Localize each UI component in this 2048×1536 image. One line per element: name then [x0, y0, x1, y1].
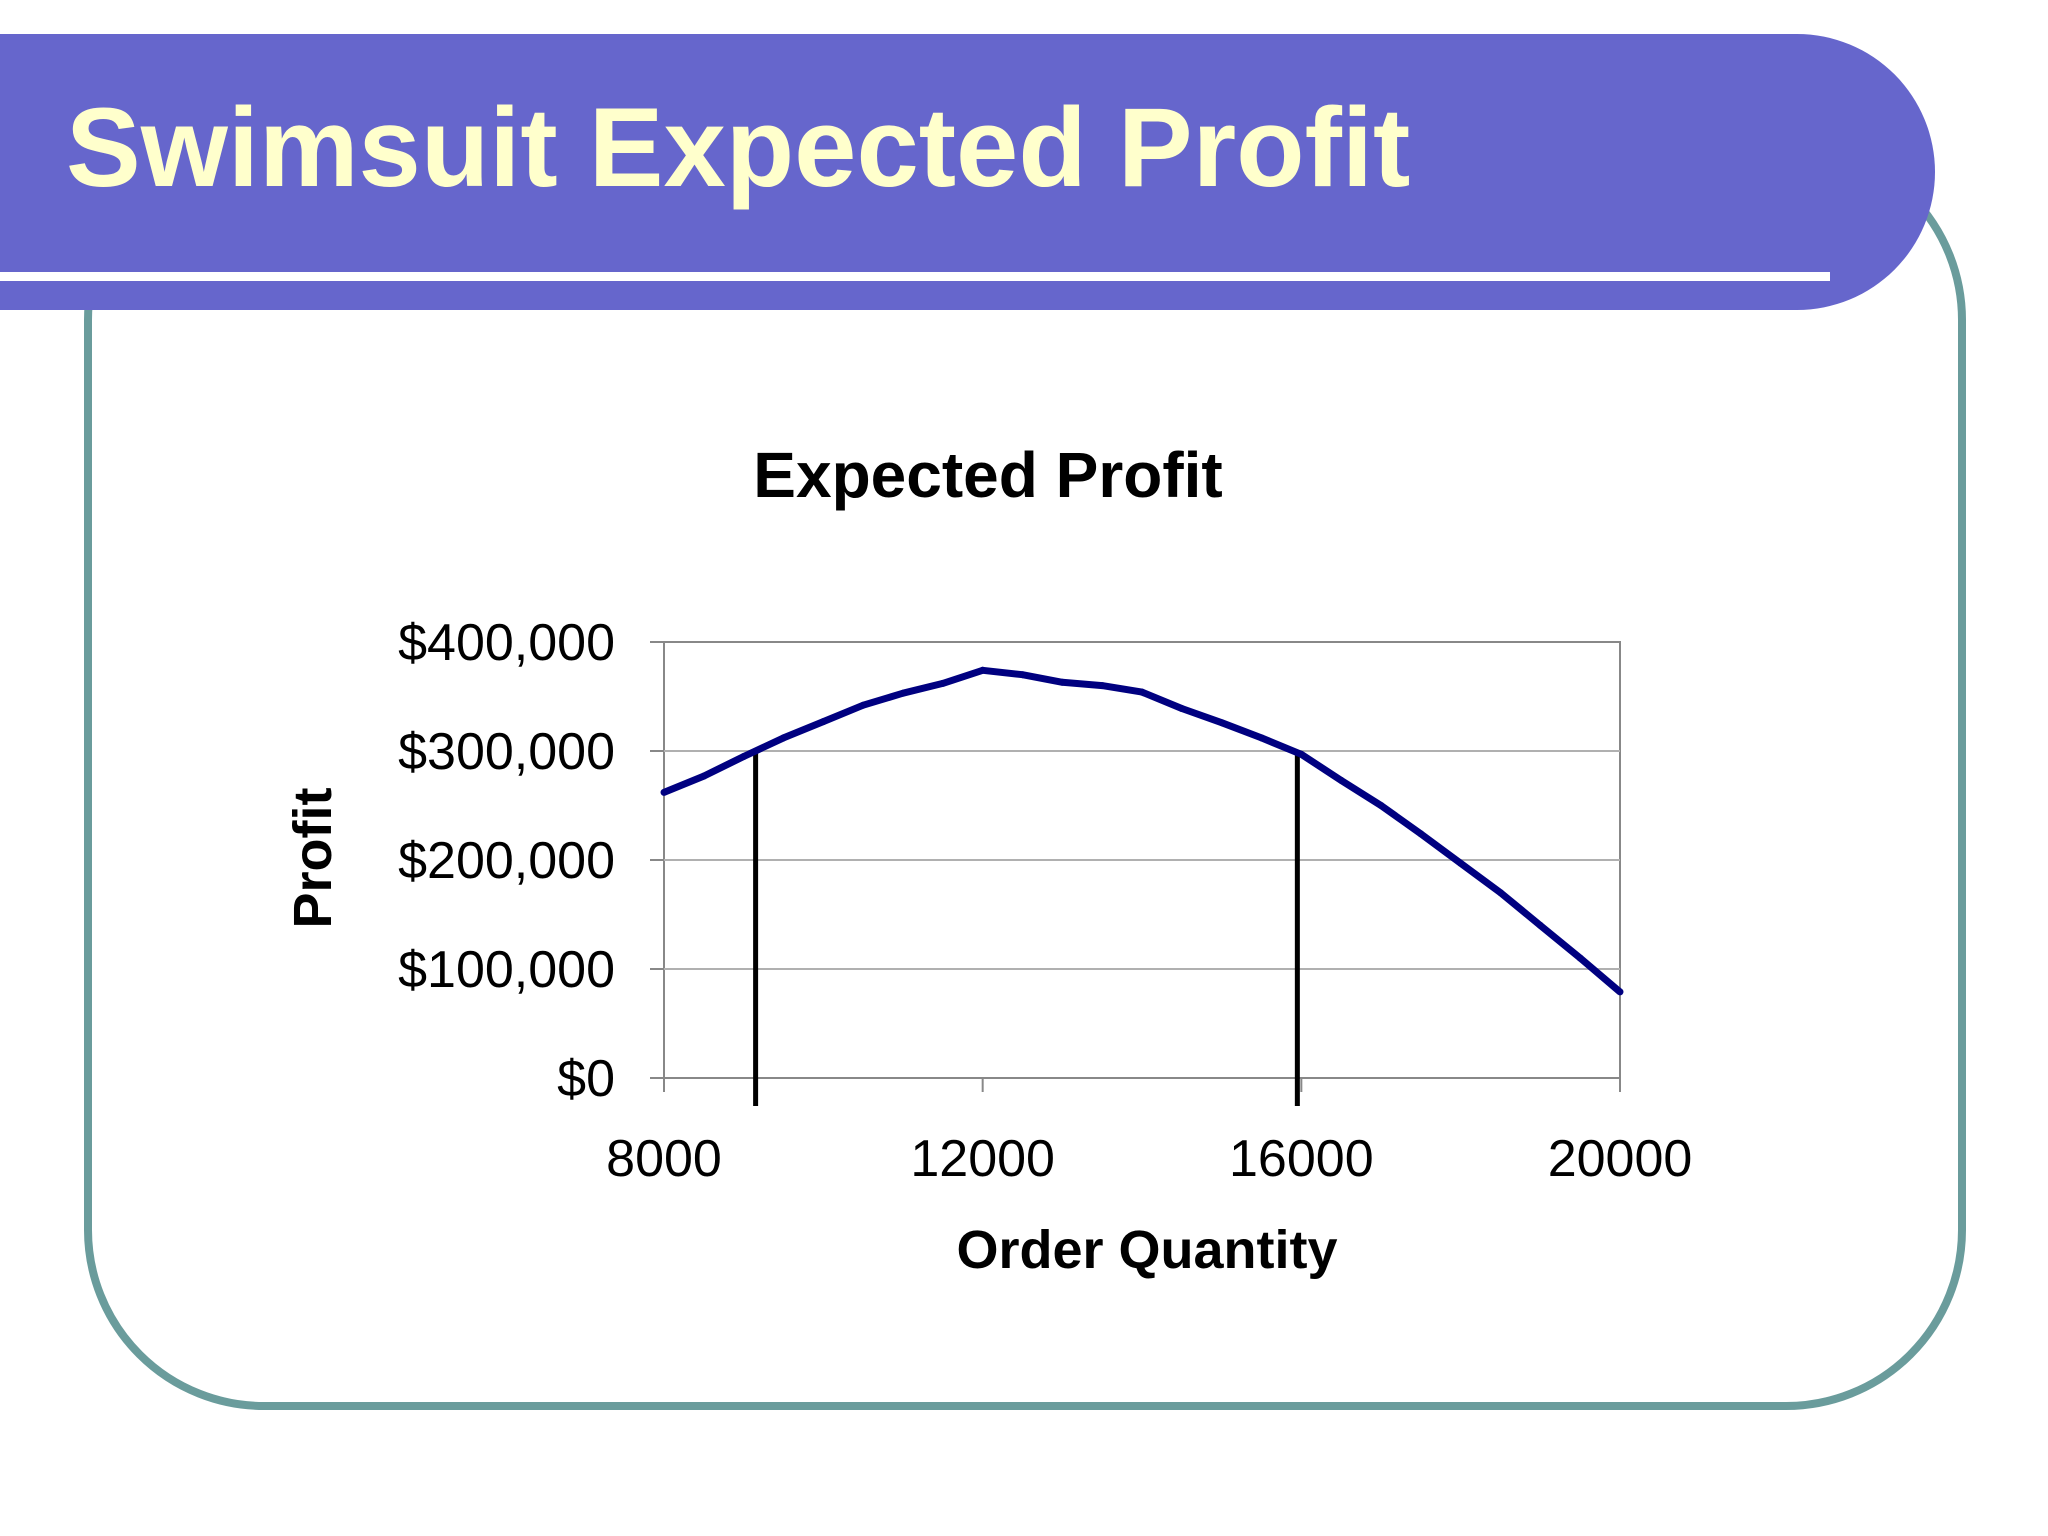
title-underline: [0, 272, 1830, 281]
profit-data-point: [819, 718, 827, 726]
profit-data-point: [1218, 719, 1226, 727]
profit-data-point: [1616, 988, 1624, 996]
title-bar: [0, 34, 1935, 310]
profit-data-point: [1258, 734, 1265, 742]
profit-data-point: [1058, 678, 1066, 686]
profit-data-point: [1497, 889, 1504, 897]
y-axis-title: Profit: [283, 787, 343, 928]
x-axis-title: Order Quantity: [956, 1220, 1337, 1280]
y-tick-label: $400,000: [398, 614, 615, 672]
profit-data-point: [1536, 921, 1544, 929]
profit-data-point: [939, 679, 947, 687]
profit-data-point: [660, 788, 668, 796]
profit-data-point: [1178, 705, 1186, 712]
y-tick-label: $0: [557, 1050, 615, 1108]
profit-data-point: [979, 666, 987, 674]
profit-data-point: [859, 701, 867, 709]
profit-data-point: [1576, 954, 1584, 962]
profit-data-point: [1138, 688, 1146, 696]
chart-title: Expected Profit: [753, 439, 1222, 511]
profit-data-point: [1417, 830, 1425, 838]
profit-data-point: [1098, 682, 1106, 690]
slide-title: Swimsuit Expected Profit: [66, 85, 1411, 210]
profit-data-point: [700, 772, 708, 780]
profit-data-point: [899, 689, 907, 697]
profit-data-point: [740, 753, 748, 760]
y-tick-label: $300,000: [398, 723, 615, 781]
profit-data-point: [1297, 750, 1305, 758]
x-tick-label: 20000: [1548, 1130, 1693, 1188]
profit-data-point: [780, 734, 787, 742]
y-tick-label: $200,000: [398, 832, 615, 890]
profit-data-point: [1457, 859, 1465, 867]
profit-data-point: [1337, 776, 1345, 784]
x-tick-label: 16000: [1229, 1130, 1374, 1188]
x-tick-label: 8000: [606, 1130, 722, 1188]
profit-data-point: [1377, 802, 1385, 809]
y-tick-label: $100,000: [398, 941, 615, 999]
plot-area: $0 $100,000 $200,000 $300,000 $400,000 8000 12…: [398, 614, 1692, 1188]
profit-data-point: [1019, 671, 1026, 679]
x-tick-label: 12000: [910, 1130, 1055, 1188]
